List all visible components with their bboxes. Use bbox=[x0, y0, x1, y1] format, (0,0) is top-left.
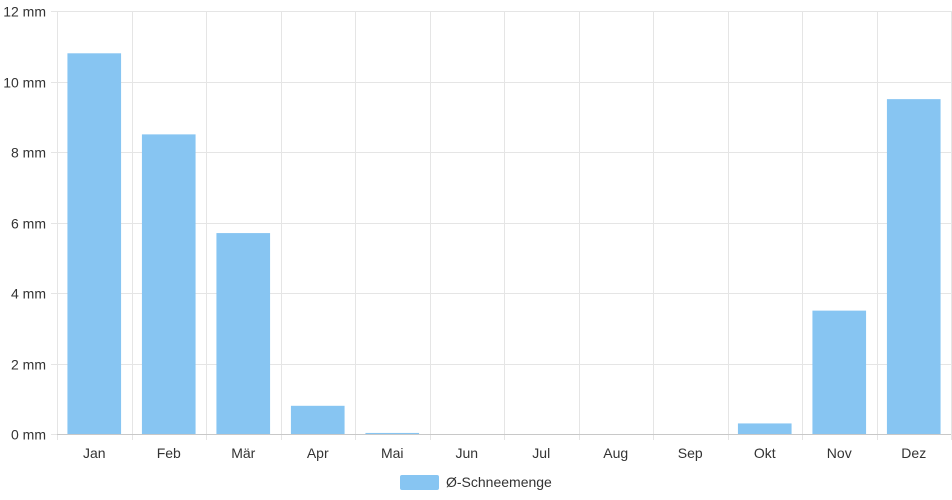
bar-apr[interactable] bbox=[290, 405, 345, 434]
grid-lines bbox=[51, 11, 952, 440]
x-tick-label: Nov bbox=[827, 445, 852, 461]
bar-feb[interactable] bbox=[141, 134, 196, 434]
x-tick-label: Mär bbox=[231, 445, 255, 461]
x-tick-label: Sep bbox=[678, 445, 703, 461]
y-tick-label: 12 mm bbox=[3, 4, 46, 20]
x-tick-label: Jan bbox=[83, 445, 106, 461]
y-tick-label: 10 mm bbox=[3, 75, 46, 91]
y-tick-label: 6 mm bbox=[11, 216, 46, 232]
x-tick-label: Apr bbox=[307, 445, 329, 461]
x-tick-label: Dez bbox=[901, 445, 926, 461]
legend-label: Ø-Schneemenge bbox=[446, 474, 552, 490]
bar-jan[interactable] bbox=[67, 53, 122, 435]
x-tick-label: Mai bbox=[381, 445, 404, 461]
bar-nov[interactable] bbox=[812, 310, 867, 434]
bars bbox=[67, 53, 941, 435]
bar-dez[interactable] bbox=[886, 99, 941, 434]
bar-mär[interactable] bbox=[216, 233, 271, 434]
x-tick-label: Jun bbox=[455, 445, 478, 461]
x-tick-label: Okt bbox=[754, 445, 776, 461]
y-tick-label: 4 mm bbox=[11, 286, 46, 302]
x-tick-label: Jul bbox=[532, 445, 550, 461]
y-tick-label: 2 mm bbox=[11, 357, 46, 373]
x-tick-label: Aug bbox=[603, 445, 628, 461]
bar-mai[interactable] bbox=[365, 432, 420, 434]
x-tick-label: Feb bbox=[157, 445, 181, 461]
bar-okt[interactable] bbox=[737, 423, 792, 434]
y-tick-label: 0 mm bbox=[11, 427, 46, 443]
legend-swatch bbox=[400, 475, 439, 490]
legend[interactable]: Ø-Schneemenge bbox=[400, 474, 552, 490]
axes: 0 mm 2 mm 4 mm 6 mm 8 mm 10 mm 12 mm Jan Feb Mär A… bbox=[3, 4, 951, 461]
y-tick-label: 8 mm bbox=[11, 145, 46, 161]
